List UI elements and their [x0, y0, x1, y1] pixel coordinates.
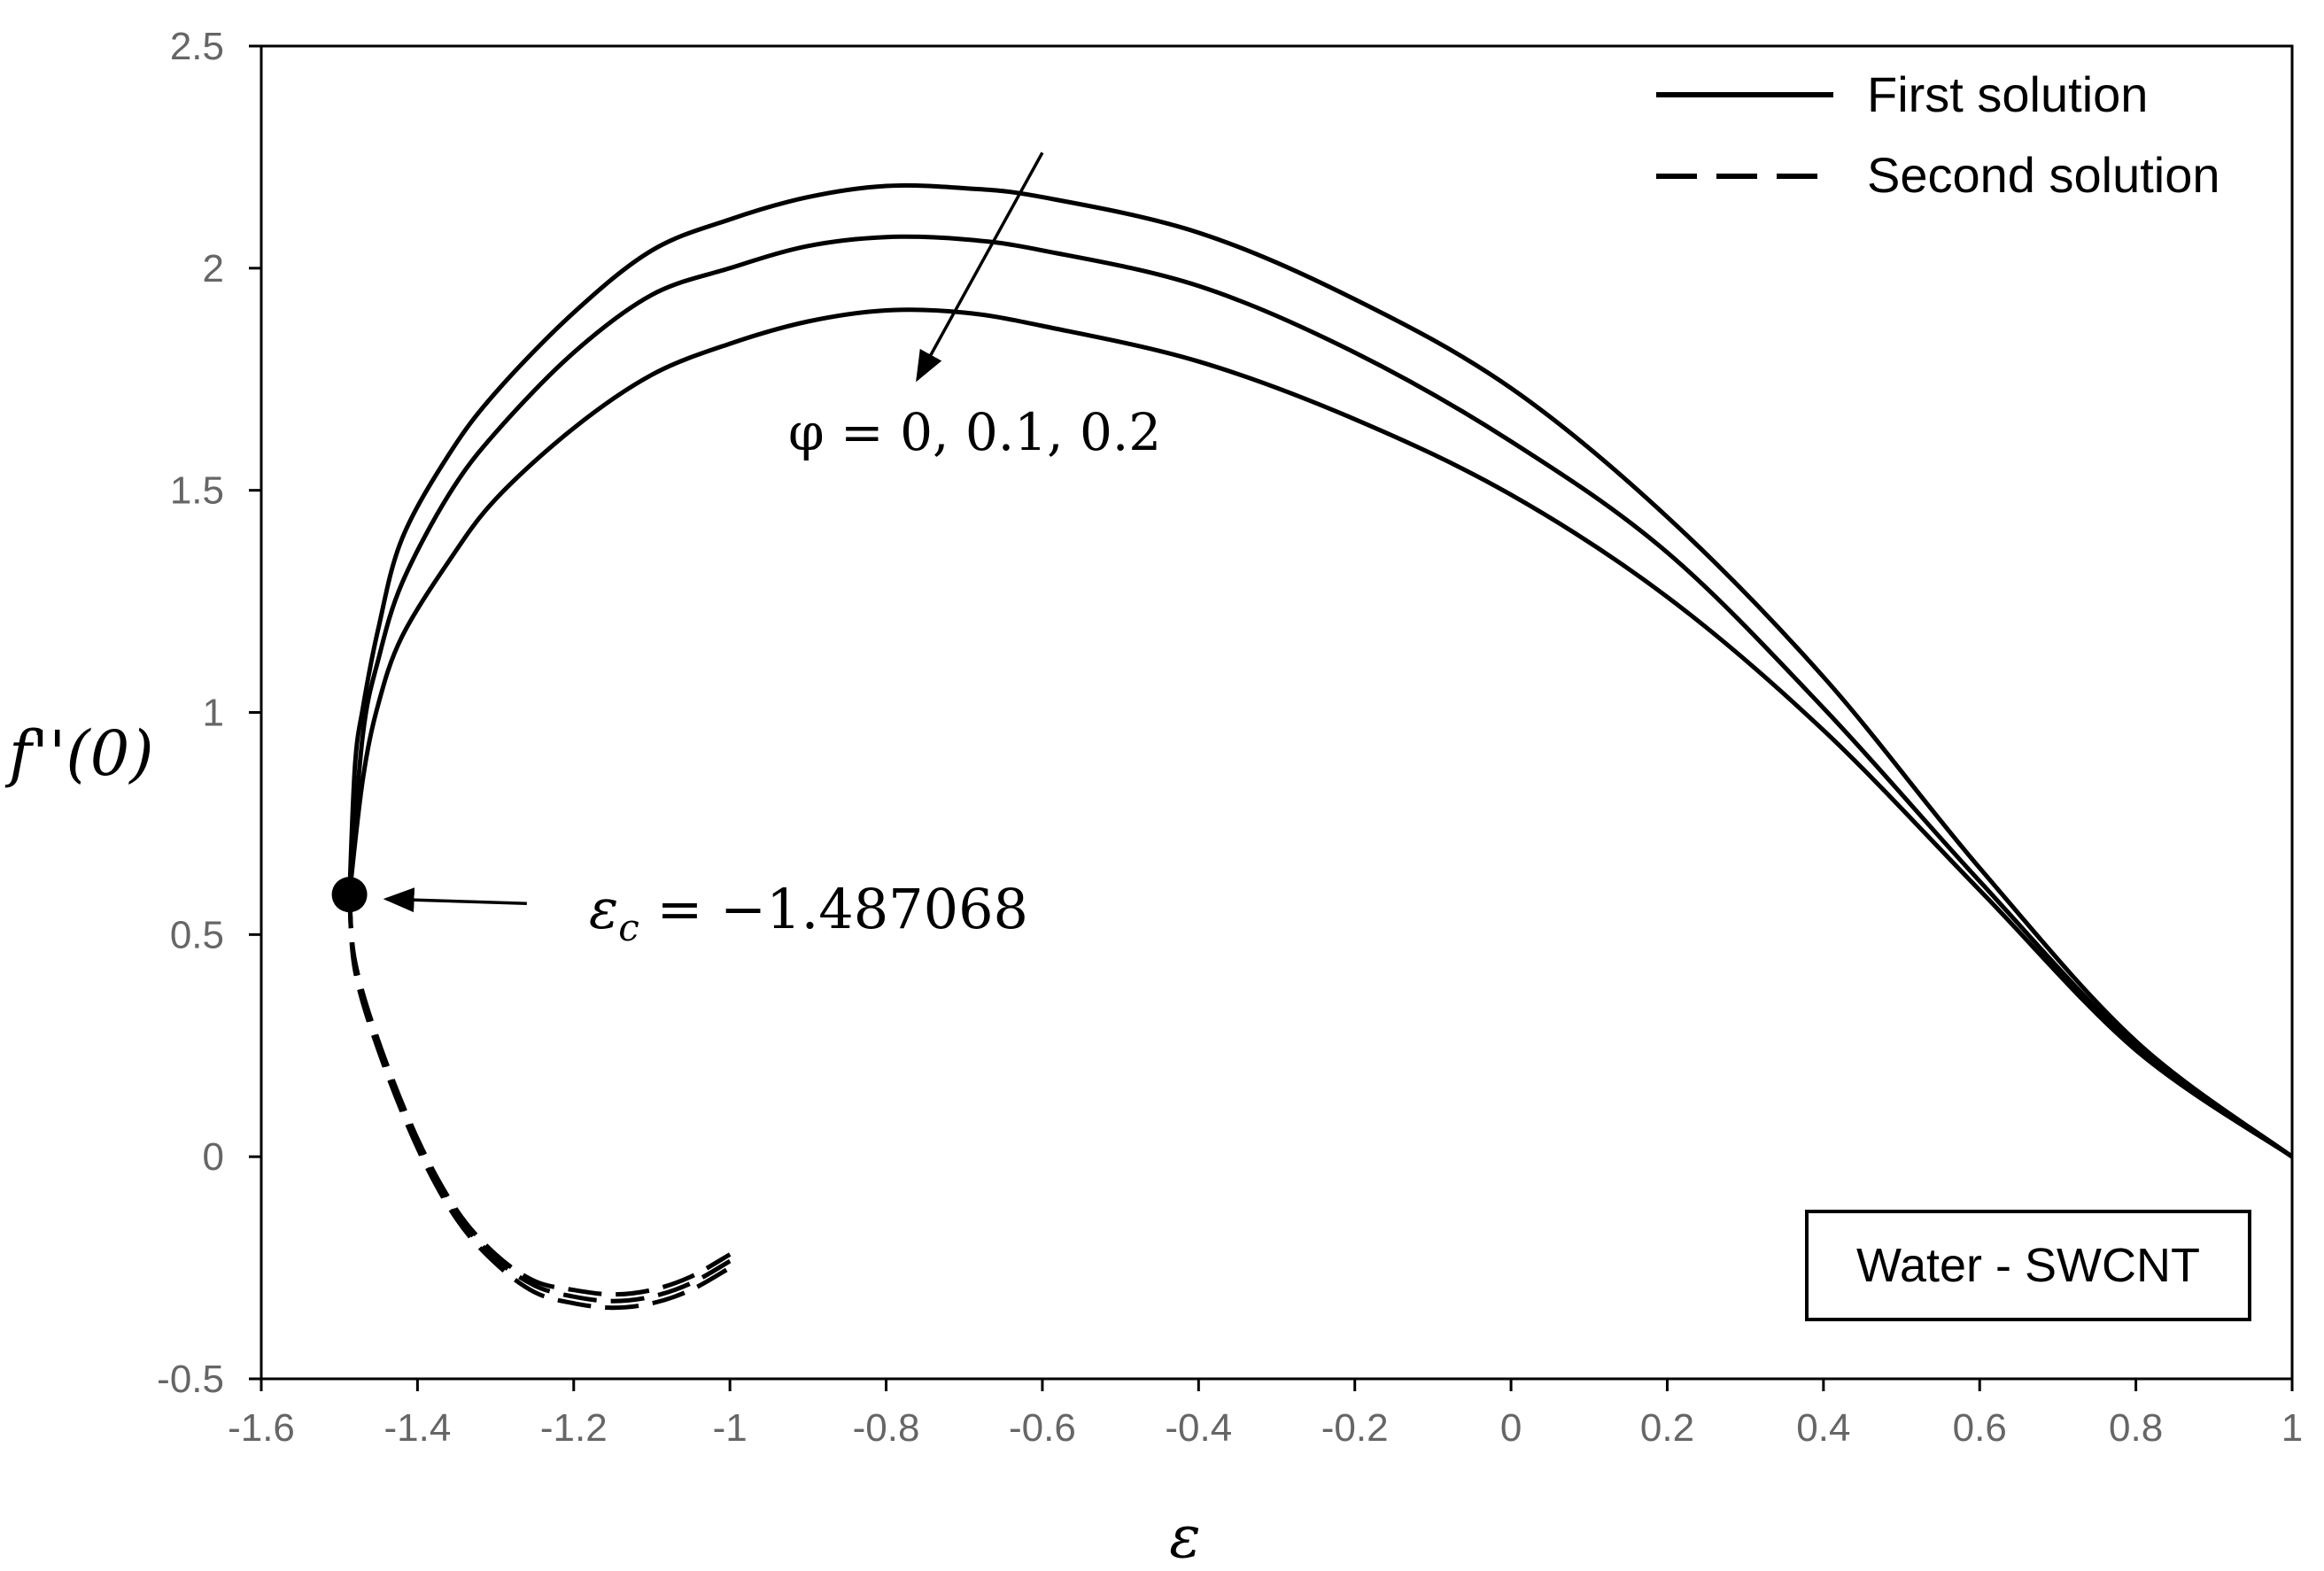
fluid-label: Water - SWCNT	[1856, 1239, 2200, 1292]
x-tick-label: -1	[713, 1406, 748, 1450]
y-tick-label: 1	[203, 692, 224, 735]
x-tick-label: 0.6	[1953, 1406, 2007, 1450]
x-tick-label: -0.2	[1321, 1406, 1389, 1450]
y-tick-label: 0	[203, 1135, 224, 1179]
first-solution-curve	[347, 234, 2294, 1159]
critical-point-marker	[331, 877, 368, 913]
plot-area-frame	[260, 44, 2294, 1381]
second-solution-curve	[347, 894, 732, 1311]
legend-first-solution: First solution	[1867, 66, 2148, 122]
critical-symbol: ε	[589, 877, 618, 941]
legend: First solution Second solution	[1656, 66, 2220, 203]
second-solution-curve	[347, 894, 732, 1304]
x-axis-label: ε	[1169, 1503, 1200, 1571]
legend-second-solution: Second solution	[1867, 147, 2220, 203]
fluid-label-box: Water - SWCNT	[1805, 1210, 2251, 1321]
y-axis-ticks: -0.5 0 0.5 1 1.5 2 2.5	[157, 25, 261, 1401]
phi-annotation: φ = 0, 0.1, 0.2	[788, 402, 1161, 462]
x-tick-label: 0	[1500, 1406, 1522, 1450]
y-tick-label: 2	[203, 247, 224, 290]
x-tick-label: -0.8	[853, 1406, 920, 1450]
x-tick-label: -0.4	[1165, 1406, 1232, 1450]
x-axis-ticks: -1.6 -1.4 -1.2 -1 -0.8 -0.6 -0.4 -0.2 0 0.2 0.4 0.6…	[228, 1379, 2303, 1450]
critical-subscript: c	[618, 906, 639, 949]
x-tick-label: -0.6	[1009, 1406, 1076, 1450]
fluid-label-frame	[1805, 1210, 2251, 1321]
critical-value: = −1.487068	[639, 877, 1028, 941]
x-tick-label: 0.8	[2109, 1406, 2163, 1450]
y-axis-label: f''(0)	[4, 717, 154, 790]
critical-annotation: εc = −1.487068	[589, 877, 1028, 949]
series-layer	[347, 182, 2294, 1311]
y-tick-label: -0.5	[157, 1358, 224, 1401]
first-solution-curve	[347, 182, 2294, 1159]
y-tick-label: 1.5	[170, 469, 224, 513]
second-solution-curve	[347, 894, 732, 1297]
phi-arrow	[916, 151, 1044, 383]
x-tick-label: 1	[2281, 1406, 2303, 1450]
x-tick-label: 0.2	[1640, 1406, 1694, 1450]
x-tick-label: 0.4	[1796, 1406, 1850, 1450]
x-tick-label: -1.6	[228, 1406, 295, 1450]
y-tick-label: 2.5	[170, 25, 224, 68]
first-solution-curve	[347, 307, 2294, 1159]
x-tick-label: -1.4	[383, 1406, 451, 1450]
critical-point-arrow	[383, 887, 527, 913]
y-tick-label: 0.5	[170, 913, 224, 956]
x-tick-label: -1.2	[540, 1406, 608, 1450]
